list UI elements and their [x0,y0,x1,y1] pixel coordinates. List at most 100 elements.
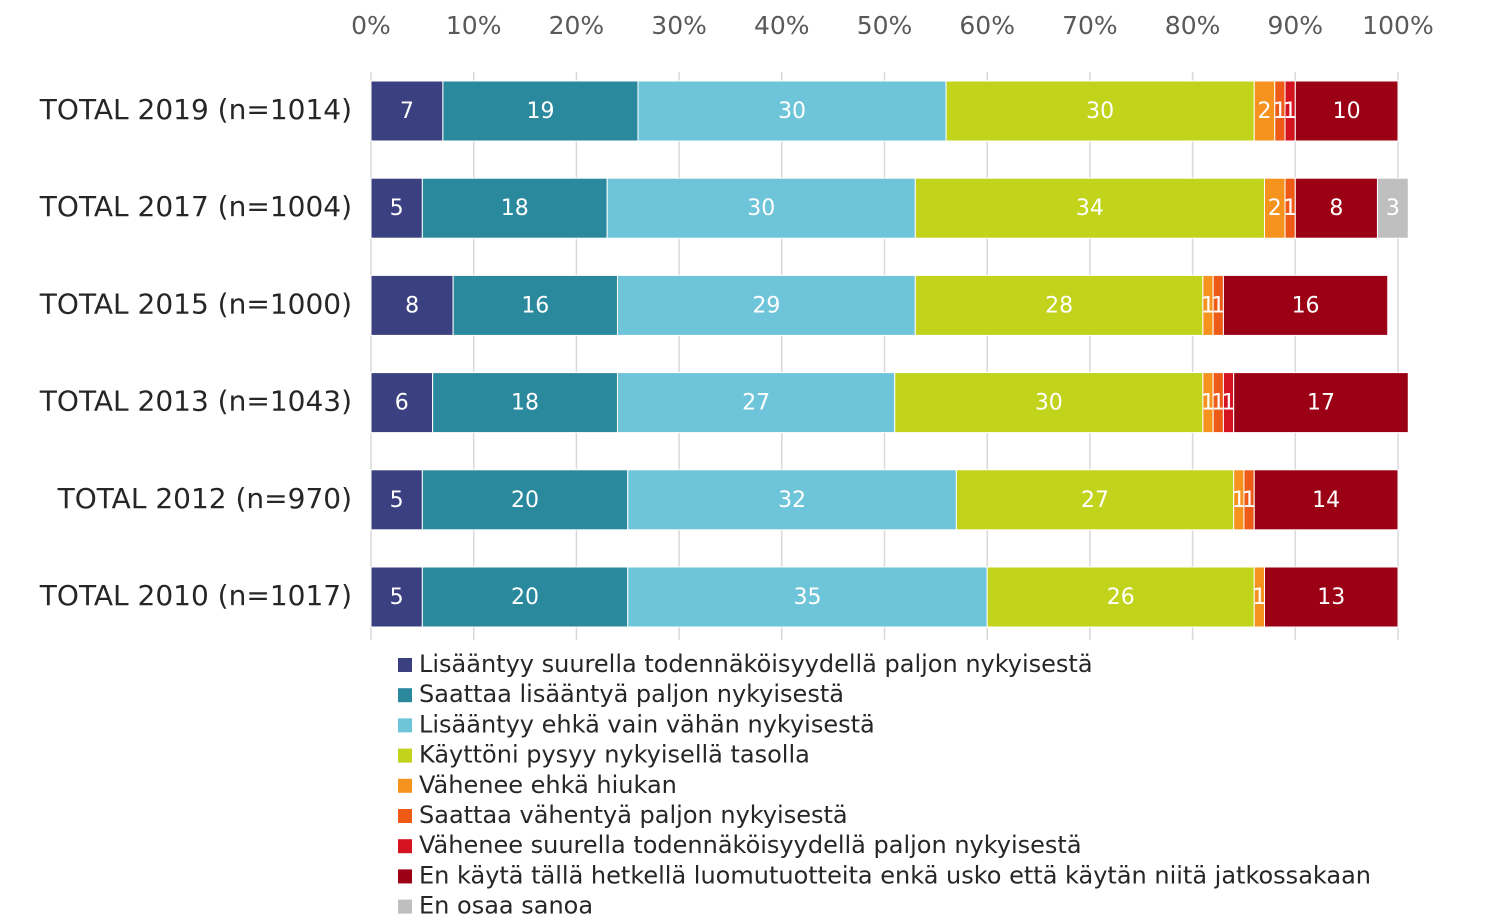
segment-label: 6 [395,391,409,416]
segment-label: 19 [526,99,554,124]
bar-segment [616,372,896,434]
segment-label: 1 [1201,391,1215,416]
bar-segment [370,80,444,142]
legend-label: Käyttöni pysyy nykyisellä tasolla [419,741,810,769]
segment-label: 1 [1273,99,1287,124]
bar-segment [1294,177,1378,239]
legend-label: Vähenee suurella todennäköisyydellä palj… [419,831,1082,859]
segment-label: 1 [1283,196,1297,221]
bar-segment [1263,566,1399,628]
bar-segment [627,469,957,531]
legend-swatch [398,809,412,823]
category-label: TOTAL 2010 (n=1017) [39,579,352,612]
category-label: TOTAL 2017 (n=1004) [39,190,352,223]
segment-label: 16 [521,293,549,318]
segment-label: 30 [778,99,806,124]
x-tick-label: 80% [1165,11,1221,40]
x-tick-label: 70% [1062,11,1118,40]
x-tick-label: 30% [651,11,707,40]
segment-label: 29 [752,293,780,318]
x-tick-label: 10% [446,11,502,40]
segment-label: 1 [1232,488,1246,513]
segment-label: 5 [390,488,404,513]
x-tick-label: 100% [1362,11,1433,40]
segment-label: 1 [1211,391,1225,416]
legend-label: Vähenee ehkä hiukan [419,771,677,799]
bar-segment [421,469,629,531]
segment-label: 1 [1283,99,1297,124]
segment-label: 26 [1107,585,1135,610]
bar-segment [370,372,434,434]
segment-label: 20 [511,488,539,513]
legend-swatch [398,778,412,793]
legend-label: Saattaa vähentyä paljon nykyisestä [419,801,848,829]
segment-label: 5 [390,585,404,610]
segment-label: 34 [1076,196,1104,221]
segment-label: 30 [1086,99,1114,124]
bar-segment [955,469,1235,531]
x-tick-label: 0% [351,11,391,40]
segment-label: 1 [1242,488,1256,513]
bar-segment [370,469,423,531]
bar-segment [1253,469,1399,531]
segment-label: 17 [1307,391,1335,416]
bar-segment [606,177,916,239]
category-label: TOTAL 2015 (n=1000) [39,287,352,320]
legend-swatch [398,658,412,672]
bar-segment [1233,372,1409,434]
segment-label: 1 [1252,585,1266,610]
segment-label: 13 [1317,585,1345,610]
segment-label: 18 [511,391,539,416]
segment-label: 1 [1201,293,1215,318]
bar-segment [914,274,1204,336]
legend-swatch [398,748,412,763]
segment-label: 16 [1292,293,1320,318]
segment-label: 18 [501,196,529,221]
legend-swatch [398,718,412,733]
segment-label: 2 [1257,99,1271,124]
segment-label: 2 [1268,196,1282,221]
bar-segment [616,274,916,336]
bar-segment [432,372,618,434]
bar-segment [452,274,618,336]
bar-segment [370,274,454,336]
bar-segment [370,566,423,628]
segment-label: 8 [405,293,419,318]
legend-swatch [398,688,412,703]
segment-label: 7 [400,99,414,124]
segment-label: 27 [742,391,770,416]
legend-swatch [398,839,412,854]
x-tick-label: 50% [857,11,913,40]
segment-label: 10 [1333,99,1361,124]
bar-segment [1222,274,1389,336]
legend-swatch [398,899,412,914]
segment-label: 3 [1386,196,1400,221]
segment-label: 32 [778,488,806,513]
bar-segment [1376,177,1409,239]
segment-label: 27 [1081,488,1109,513]
bar-segment [421,177,608,239]
x-tick-label: 40% [754,11,810,40]
bar-segment [914,177,1265,239]
bar-segment [945,80,1255,142]
legend-label: En osaa sanoa [419,892,593,916]
segment-label: 14 [1312,488,1340,513]
x-tick-label: 90% [1268,11,1324,40]
segment-label: 20 [511,585,539,610]
segment-label: 28 [1045,293,1073,318]
segment-label: 1 [1211,293,1225,318]
legend-label: En käytä tällä hetkellä luomutuotteita e… [419,861,1371,889]
segment-label: 30 [1035,391,1063,416]
segment-label: 1 [1222,391,1236,416]
x-tick-label: 60% [959,11,1015,40]
bar-segment [986,566,1255,628]
legend-label: Lisääntyy ehkä vain vähän nykyisestä [419,710,875,738]
bar-segment [1294,80,1399,142]
category-label: TOTAL 2012 (n=970) [57,482,352,515]
legend-label: Saattaa lisääntyä paljon nykyisestä [419,680,844,708]
bar-segment [442,80,639,142]
bar-segment [627,566,988,628]
category-label: TOTAL 2013 (n=1043) [39,385,352,418]
legend-swatch [398,869,412,884]
